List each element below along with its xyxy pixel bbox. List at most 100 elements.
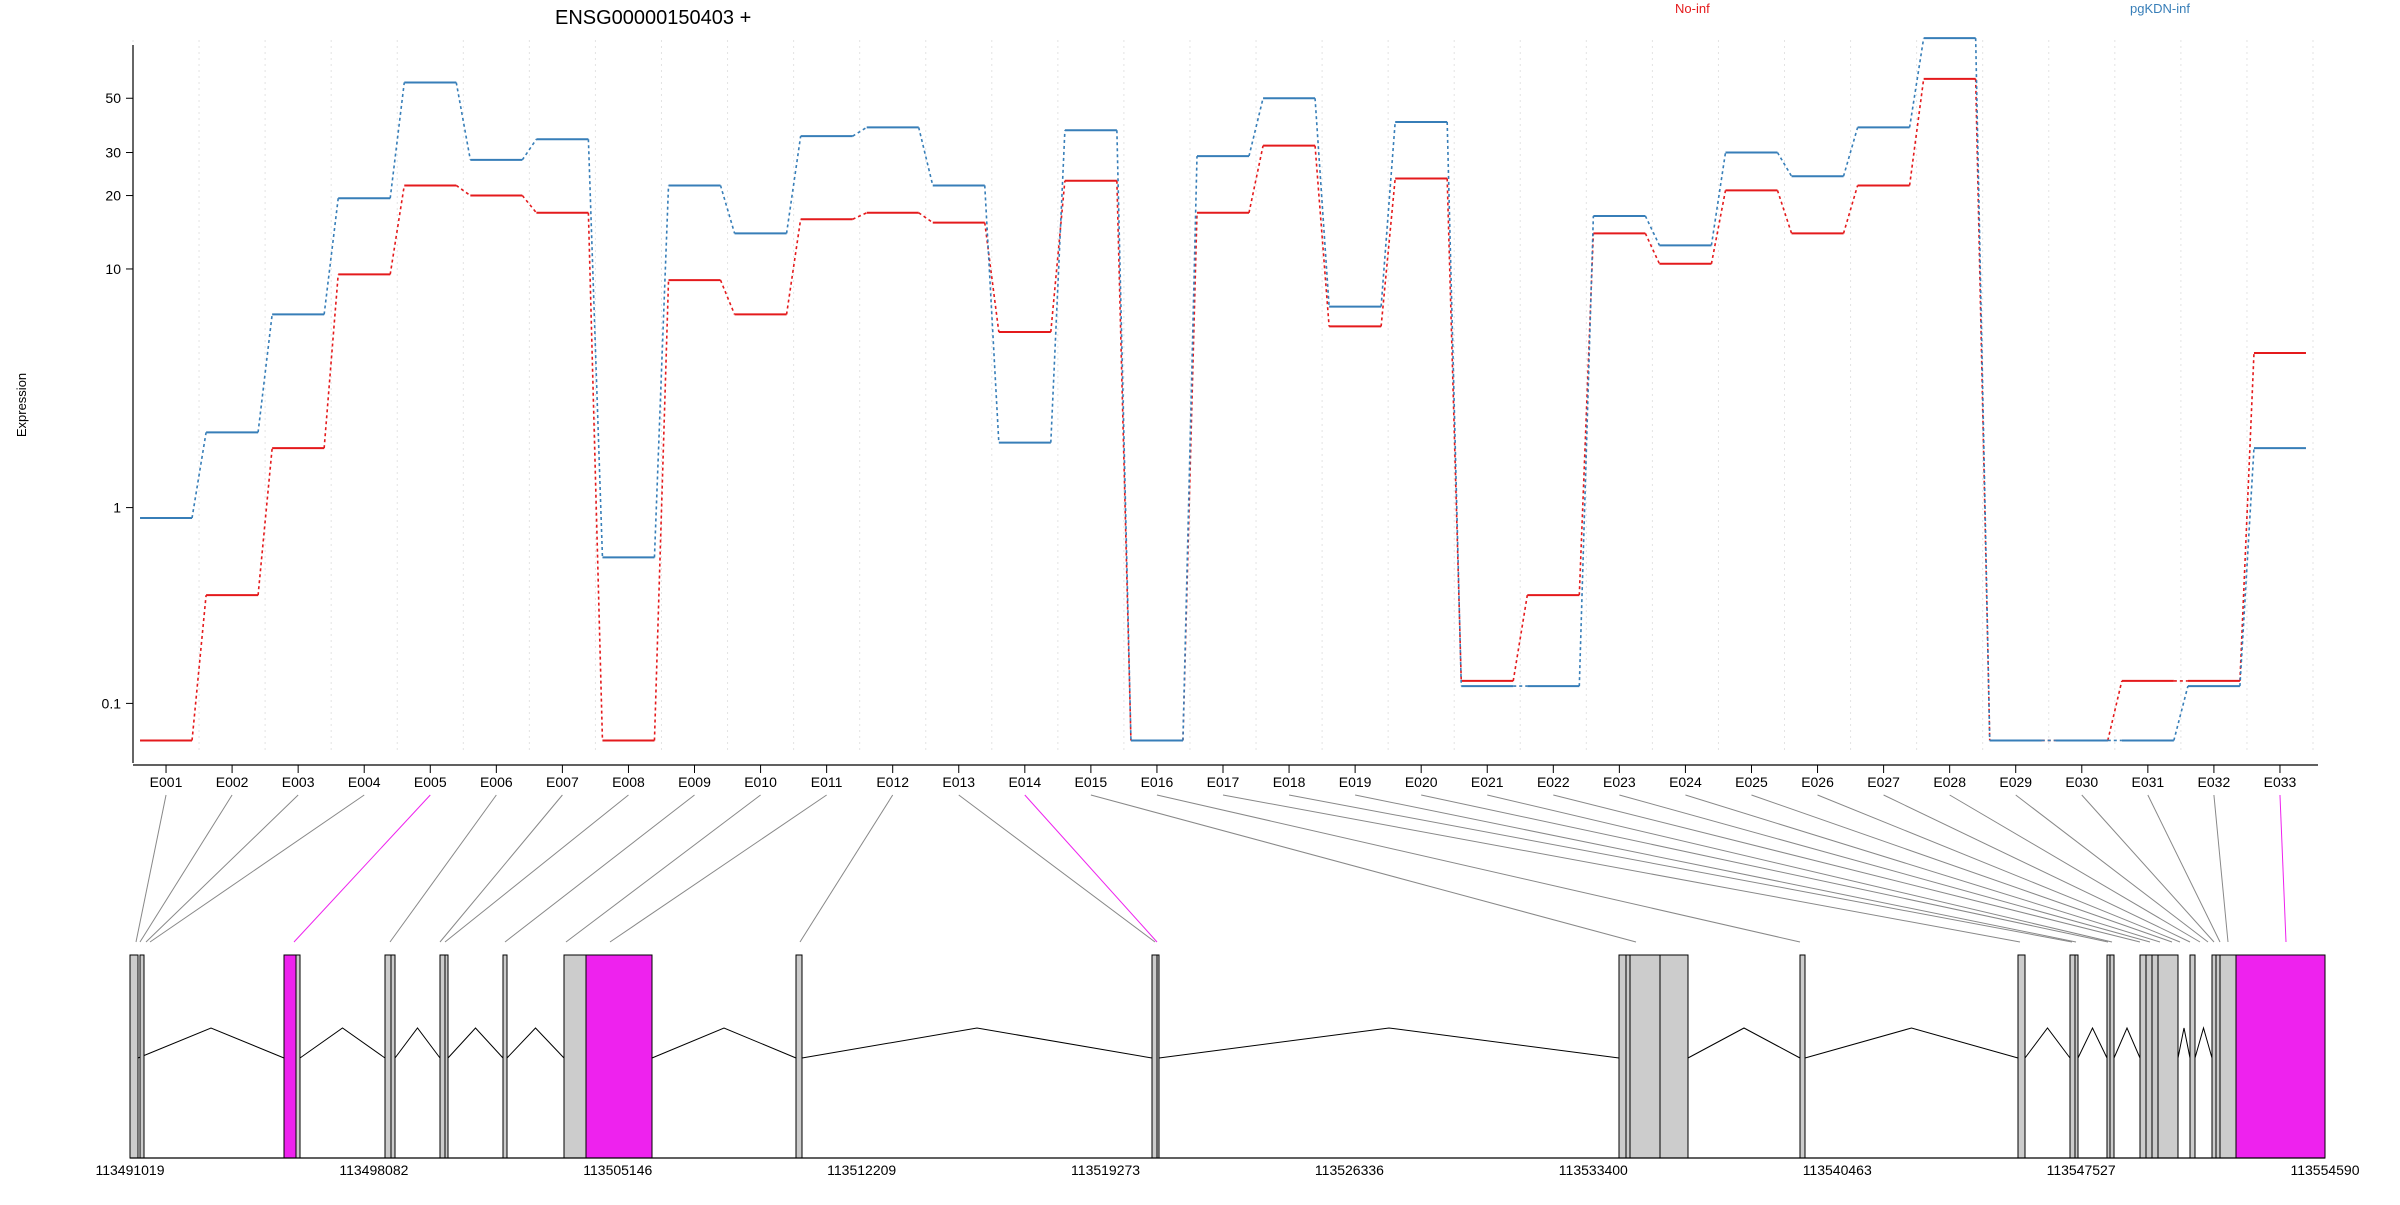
x-tick-label: E015: [1075, 774, 1108, 790]
intron-line: [448, 1028, 503, 1058]
intron-line: [2178, 1028, 2190, 1058]
exon-connector: [1091, 795, 1636, 942]
genome-coordinate-label: 113498082: [339, 1162, 408, 1178]
x-tick-label: E030: [2065, 774, 2098, 790]
x-tick-label: E018: [1273, 774, 1306, 790]
step-connector: [787, 136, 801, 233]
genome-coordinate-label: 113519273: [1071, 1162, 1140, 1178]
intron-line: [1805, 1028, 2018, 1058]
exon-connector: [1421, 795, 2108, 942]
exon: [1152, 955, 1157, 1158]
exon: [1626, 955, 1630, 1158]
exon: [440, 955, 445, 1158]
exon: [2216, 955, 2220, 1158]
exon: [130, 955, 138, 1158]
step-connector: [258, 448, 272, 595]
x-tick-label: E003: [282, 774, 315, 790]
series-1: [140, 79, 2306, 741]
highlighted-exon: [284, 955, 296, 1158]
exon-connector: [800, 795, 893, 942]
exon: [2070, 955, 2075, 1158]
intron-line: [2078, 1028, 2107, 1058]
exon: [1619, 955, 1626, 1158]
x-tick-label: E005: [414, 774, 447, 790]
y-tick-label: 0.1: [102, 695, 122, 711]
intron-line: [507, 1028, 564, 1058]
exon-connectors: [136, 795, 2286, 942]
exon-connector: [1487, 795, 2112, 942]
x-tick-label: E019: [1339, 774, 1372, 790]
grid-lines: [133, 40, 2313, 753]
highlighted-exon: [2236, 955, 2325, 1158]
exon: [140, 955, 144, 1158]
exon: [445, 955, 448, 1158]
exon: [503, 955, 507, 1158]
exon: [796, 955, 802, 1158]
x-tick-label: E022: [1537, 774, 1570, 790]
exon-connector: [136, 795, 166, 942]
exon: [2220, 955, 2236, 1158]
exon: [1630, 955, 1660, 1158]
step-connector: [390, 185, 404, 274]
genome-coordinate-label: 113533400: [1559, 1162, 1628, 1178]
exon: [385, 955, 391, 1158]
exon: [2140, 955, 2146, 1158]
x-tick-label: E014: [1008, 774, 1041, 790]
intron-line: [1159, 1028, 1619, 1058]
exon-connector: [2214, 795, 2228, 942]
legend-entry-series-1: No-inf: [1675, 1, 1710, 16]
exon-connector: [1223, 795, 2020, 942]
exon-connector: [610, 795, 827, 942]
x-tick-label: E025: [1735, 774, 1768, 790]
exon-connector: [1619, 795, 2150, 942]
exon-connector: [1884, 795, 2190, 942]
exon-connector: [566, 795, 761, 942]
x-tick-label: E028: [1933, 774, 1966, 790]
step-connector: [192, 432, 206, 518]
step-connector: [853, 213, 867, 219]
exon: [296, 955, 300, 1158]
y-tick-label: 10: [105, 261, 121, 277]
step-connector: [1844, 127, 1858, 176]
intron-line: [652, 1028, 796, 1058]
step-connector: [588, 139, 602, 557]
step-connector: [2240, 353, 2254, 681]
exon-connector: [440, 795, 562, 942]
y-tick-label: 20: [105, 188, 121, 204]
exon-connector: [2280, 795, 2286, 942]
gene-model: 113491019 113498082 113505146 113512209 1135…: [95, 955, 2359, 1178]
genome-coordinate-label: 113526336: [1315, 1162, 1384, 1178]
exon-connector: [146, 795, 298, 942]
x-tick-label: E011: [811, 774, 843, 790]
exon: [2158, 955, 2178, 1158]
x-tick-label: E020: [1405, 774, 1438, 790]
exon-connector: [2082, 795, 2214, 942]
intron-line: [395, 1028, 440, 1058]
legend-entry-series-2: pgKDN-inf: [2130, 1, 2190, 16]
exon-connector: [140, 795, 232, 942]
genome-coordinate-label: 113512209: [827, 1162, 896, 1178]
exon-connector: [2148, 795, 2220, 942]
intron-line: [1688, 1028, 1800, 1058]
x-tick-label: E001: [150, 774, 183, 790]
x-tick-label: E033: [2264, 774, 2297, 790]
x-tick-label: E017: [1207, 774, 1240, 790]
exon-connector: [1157, 795, 1800, 942]
step-connector: [1513, 595, 1527, 681]
exon-connector: [150, 795, 364, 942]
x-tick-label: E021: [1471, 774, 1504, 790]
step-connector: [1645, 233, 1659, 263]
x-tick-label: E013: [942, 774, 975, 790]
series-lines: [140, 38, 2306, 740]
exon-connector: [1950, 795, 2200, 942]
x-tick-label: E008: [612, 774, 645, 790]
exon-connector: [294, 795, 430, 942]
exon-connector: [505, 795, 695, 942]
x-tick-label: E032: [2198, 774, 2231, 790]
step-connector: [1910, 38, 1924, 127]
exon-connector: [390, 795, 496, 942]
genome-coordinate-label: 113540463: [1803, 1162, 1872, 1178]
exon: [2152, 955, 2158, 1158]
x-tick-label: E009: [678, 774, 711, 790]
